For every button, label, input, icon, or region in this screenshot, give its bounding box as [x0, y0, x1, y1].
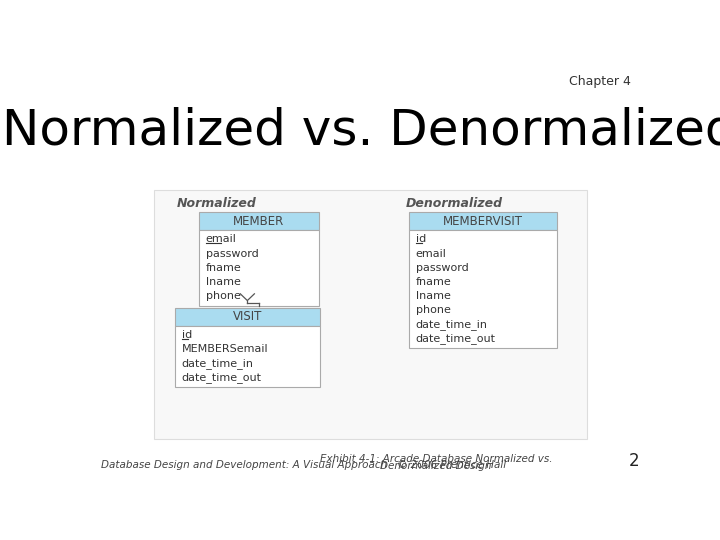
Text: email: email: [416, 248, 446, 259]
Text: id: id: [416, 234, 426, 245]
Text: MEMBER: MEMBER: [233, 214, 284, 228]
Text: phone: phone: [205, 291, 240, 301]
Text: phone: phone: [416, 305, 451, 315]
Text: date_time_out: date_time_out: [181, 372, 261, 383]
Bar: [175, 308, 320, 326]
Text: date_time_in: date_time_in: [181, 358, 253, 369]
Text: Denormalized: Denormalized: [405, 197, 503, 210]
Text: MEMBERSemail: MEMBERSemail: [181, 344, 268, 354]
Text: Normalized vs. Denormalized: Normalized vs. Denormalized: [1, 106, 720, 154]
Text: Denormalized Design: Denormalized Design: [380, 462, 492, 471]
Text: date_time_in: date_time_in: [416, 319, 488, 330]
Text: password: password: [205, 248, 258, 259]
Bar: [175, 326, 320, 387]
Bar: [154, 190, 587, 439]
Text: email: email: [205, 234, 236, 245]
Text: MEMBERVISIT: MEMBERVISIT: [443, 214, 523, 228]
Text: 2: 2: [629, 452, 639, 470]
Text: password: password: [416, 263, 469, 273]
Text: fname: fname: [205, 263, 241, 273]
Bar: [409, 230, 557, 348]
Text: Chapter 4: Chapter 4: [570, 75, 631, 88]
Text: Normalized: Normalized: [176, 197, 256, 210]
Text: Exhibit 4-1: Arcade Database Normalized vs.: Exhibit 4-1: Arcade Database Normalized …: [320, 454, 552, 464]
Text: lname: lname: [416, 291, 451, 301]
Text: lname: lname: [205, 277, 240, 287]
Text: id: id: [181, 330, 192, 340]
Bar: [409, 212, 557, 230]
Text: VISIT: VISIT: [233, 310, 262, 323]
Text: Database Design and Development: A Visual Approach   © 2006 Prentice Hall: Database Design and Development: A Visua…: [101, 460, 506, 470]
Text: fname: fname: [416, 277, 451, 287]
Bar: [199, 230, 319, 306]
Text: date_time_out: date_time_out: [416, 333, 496, 344]
Bar: [199, 212, 319, 230]
